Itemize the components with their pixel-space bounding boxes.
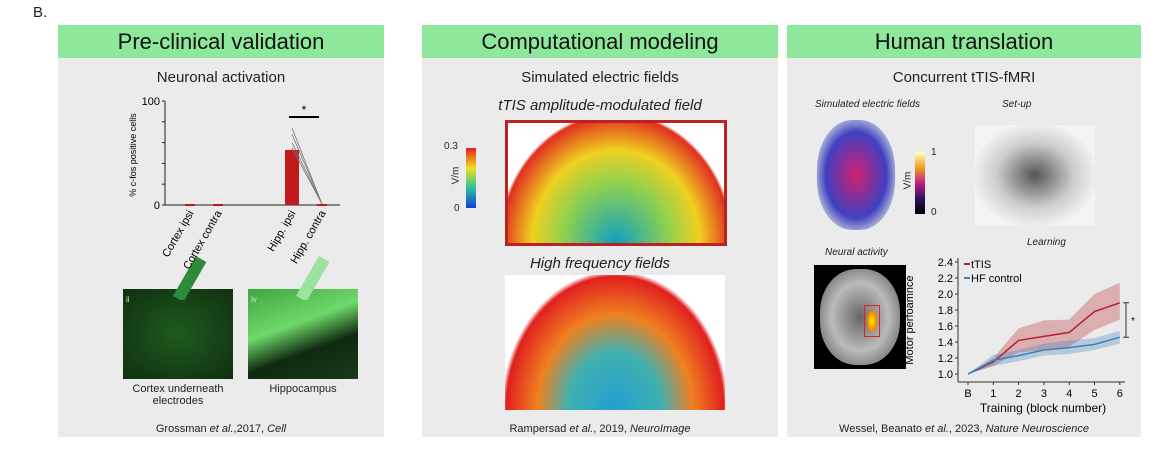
panel-subtitle: Neuronal activation — [156, 69, 286, 86]
setup-photo — [975, 125, 1095, 225]
setup-label: Set-up — [1002, 99, 1032, 110]
paired-line — [291, 142, 323, 205]
panel-subtitle: Concurrent tTIS-fMRI — [892, 69, 1036, 86]
x-tick-label: 6 — [1117, 388, 1123, 400]
cortex-micrograph: ii — [123, 289, 233, 379]
panel-human: Human translation Concurrent tTIS-fMRI S… — [787, 25, 1141, 437]
colorbar-unit: V/m — [902, 171, 914, 190]
colorbar-min: 0 — [931, 207, 937, 218]
y-tick-label: 0 — [154, 200, 160, 212]
panel-preclinical: Pre-clinical validation Neuronal activat… — [58, 25, 384, 437]
legend-label: HF control — [971, 273, 1022, 285]
y-tick-label: 2.2 — [938, 273, 953, 285]
brain-field-map — [817, 120, 895, 230]
x-tick-label: 2 — [1016, 388, 1022, 400]
learning-label: Learning — [1027, 237, 1066, 248]
y-tick-label: 1.8 — [938, 305, 953, 317]
tTIS-field-map — [505, 120, 727, 246]
panel-computational: Computational modeling Simulated electri… — [422, 25, 778, 437]
y-axis-label: Motor perfoamnce — [904, 275, 916, 364]
colorbar — [915, 152, 925, 214]
panel-subtitle: Simulated electric fields — [521, 69, 679, 86]
hf-field-map — [505, 275, 725, 410]
x-tick-label: 3 — [1041, 388, 1047, 400]
y-tick-label: 1.0 — [938, 369, 953, 381]
colorbar — [466, 148, 476, 208]
y-tick-label: 1.2 — [938, 353, 953, 365]
citation: Rampersad et al., 2019, NeuroImage — [509, 423, 691, 435]
confidence-band — [968, 330, 1120, 374]
figure-label: B. — [33, 4, 48, 21]
x-tick-label: 5 — [1091, 388, 1097, 400]
x-tick-label: B — [964, 388, 971, 400]
neural-label: Neural activity — [825, 247, 888, 258]
x-tick-label: 4 — [1066, 388, 1072, 400]
series-line — [967, 336, 1121, 375]
sim-label: Simulated electric fields — [815, 99, 921, 110]
colorbar-unit: V/m — [450, 166, 462, 185]
caption-hippocampus: Hippocampus — [269, 383, 337, 395]
field-title-hf: High frequency fields — [529, 255, 671, 272]
significance-star: * — [1131, 316, 1135, 327]
x-tick-label: Hipp. ipsi — [266, 209, 299, 254]
significance-star: * — [302, 103, 307, 117]
panel-title: Human translation — [787, 25, 1141, 58]
y-tick-label: 1.4 — [938, 337, 953, 349]
colorbar-max: 0.3 — [444, 141, 458, 152]
paired-line — [291, 134, 323, 205]
colorbar-max: 1 — [931, 147, 937, 158]
category-highlight — [296, 256, 330, 300]
panel-title: Computational modeling — [422, 25, 778, 58]
y-tick-label: 2.4 — [938, 257, 953, 269]
learning-line-chart: 1.0 1.2 1.4 1.6 1.8 2.0 2.2 2.4 B 1 2 3 4 5 6 Training … — [904, 257, 1135, 415]
y-tick-label: 2.0 — [938, 289, 953, 301]
y-axis-label: % c-fos positive cells — [128, 113, 138, 197]
x-axis-label: Training (block number) — [980, 401, 1106, 415]
field-title-tTIS: tTIS amplitude-modulated field — [498, 97, 702, 114]
bar — [285, 149, 299, 205]
citation: Grossman et al.,2017, Cell — [155, 423, 287, 435]
caption-cortex: Cortex underneath electrodes — [132, 383, 224, 407]
y-tick-label: 1.6 — [938, 321, 953, 333]
legend-label: tTIS — [971, 259, 991, 271]
fmri-image — [814, 265, 906, 369]
y-tick-label: 100 — [142, 96, 160, 108]
citation: Wessel, Beanato et al., 2023, Nature Neu… — [839, 423, 1089, 435]
paired-line — [291, 147, 323, 205]
colorbar-min: 0 — [454, 203, 460, 214]
series-line — [967, 302, 1121, 375]
category-highlight — [173, 256, 207, 300]
x-tick-label: 1 — [990, 388, 996, 400]
panel-title: Pre-clinical validation — [58, 25, 384, 58]
hippocampus-micrograph: iv — [248, 289, 358, 379]
paired-line — [291, 127, 323, 205]
